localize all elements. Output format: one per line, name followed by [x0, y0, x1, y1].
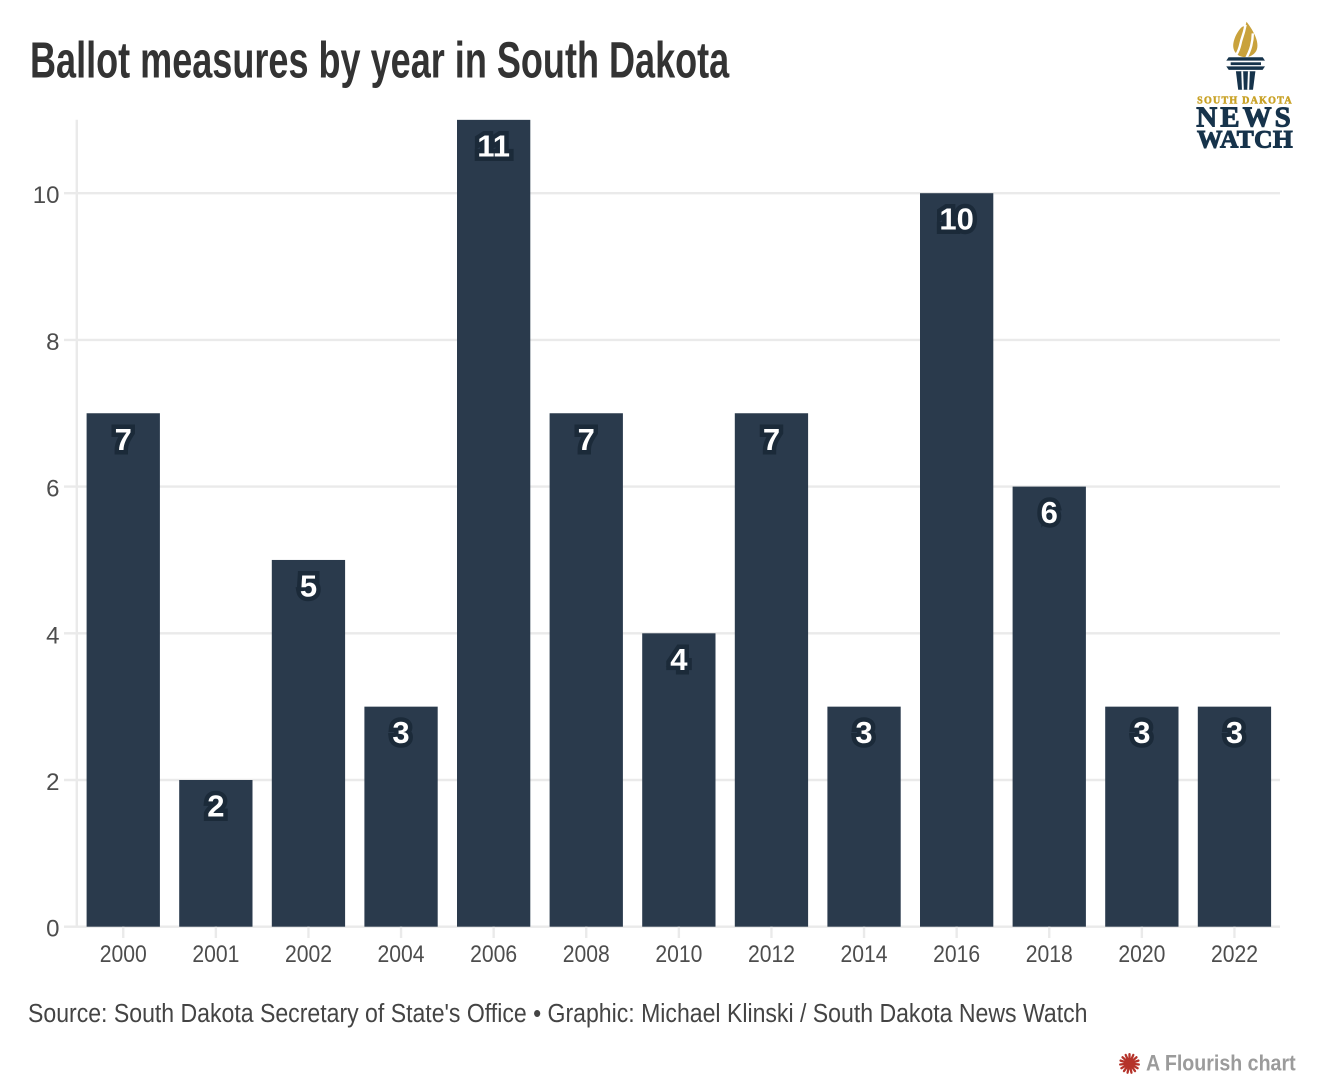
svg-text:Ballot measures by year in Sou: Ballot measures by year in South Dakota: [30, 33, 730, 90]
svg-text:10: 10: [939, 202, 973, 237]
svg-text:3: 3: [855, 715, 872, 750]
svg-text:NEWS: NEWS: [1196, 102, 1293, 134]
svg-text:2010: 2010: [655, 941, 702, 968]
svg-text:6: 6: [46, 476, 59, 503]
svg-text:11: 11: [477, 128, 510, 163]
svg-text:2016: 2016: [933, 941, 980, 968]
svg-text:2022: 2022: [1211, 941, 1258, 968]
svg-text:4: 4: [670, 642, 688, 677]
svg-text:2020: 2020: [1118, 941, 1165, 968]
svg-text:2001: 2001: [192, 941, 239, 968]
svg-text:2006: 2006: [470, 941, 517, 968]
svg-text:WATCH: WATCH: [1197, 125, 1293, 154]
svg-text:7: 7: [763, 422, 780, 457]
svg-text:2002: 2002: [285, 941, 332, 968]
svg-text:2014: 2014: [841, 941, 888, 968]
svg-text:3: 3: [1226, 715, 1243, 750]
svg-text:5: 5: [300, 568, 317, 603]
svg-text:SOUTH DAKOTA: SOUTH DAKOTA: [1197, 96, 1293, 107]
svg-text:Source: South Dakota Secretary: Source: South Dakota Secretary of State'…: [28, 1000, 1087, 1028]
svg-text:2012: 2012: [748, 941, 795, 968]
svg-text:2004: 2004: [378, 941, 425, 968]
svg-text:3: 3: [1133, 715, 1150, 750]
svg-text:2018: 2018: [1026, 941, 1073, 968]
svg-text:2008: 2008: [563, 941, 610, 968]
svg-text:7: 7: [578, 422, 595, 457]
svg-text:0: 0: [46, 916, 59, 943]
svg-text:4: 4: [46, 622, 59, 649]
svg-text:7: 7: [115, 422, 132, 457]
svg-text:2: 2: [46, 769, 59, 796]
svg-text:2: 2: [207, 789, 224, 824]
svg-text:10: 10: [33, 182, 60, 209]
svg-text:2000: 2000: [100, 941, 147, 968]
svg-text:6: 6: [1041, 495, 1058, 530]
svg-text:3: 3: [392, 715, 409, 750]
svg-text:8: 8: [46, 329, 59, 356]
svg-text:A Flourish chart: A Flourish chart: [1146, 1052, 1296, 1076]
